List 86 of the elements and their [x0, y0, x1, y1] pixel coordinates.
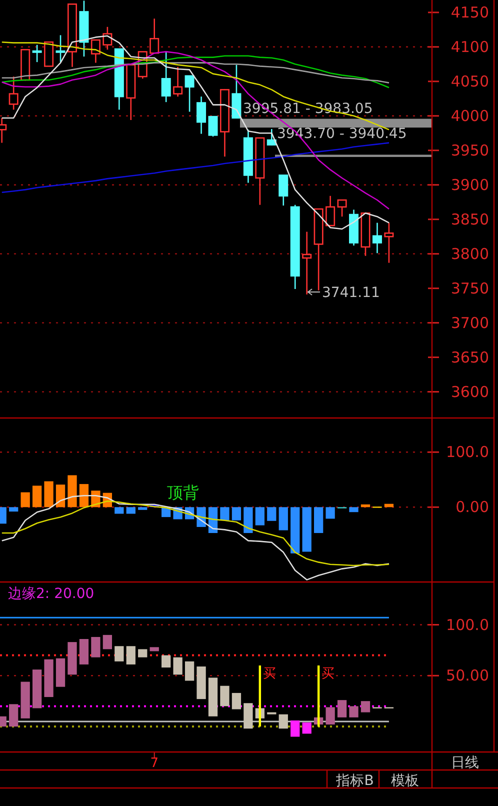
bar [56, 484, 66, 508]
bar [56, 658, 66, 687]
line-series [1, 62, 390, 84]
bar [138, 649, 148, 658]
candlestick [79, 0, 89, 58]
bar [349, 507, 358, 512]
bar [302, 722, 312, 734]
bar [302, 507, 312, 552]
bar [267, 507, 276, 521]
bar [278, 507, 288, 530]
bar [314, 507, 324, 534]
y-tick-label: 3900 [450, 176, 489, 194]
bar [184, 661, 194, 681]
text: 模板 [391, 773, 419, 789]
candlestick [196, 96, 206, 134]
y-tick-label: 0.00 [456, 498, 489, 516]
y-tick-label: 4100 [450, 38, 489, 56]
bar [68, 475, 77, 508]
chart-title: 边缘2: 20.00 [8, 586, 94, 602]
bar [79, 639, 89, 664]
text: 日线 [451, 755, 479, 771]
line-series [1, 55, 390, 88]
bar [126, 646, 136, 664]
bar [102, 634, 112, 650]
line-series [1, 142, 390, 194]
bar [196, 666, 206, 700]
bar [258, 665, 262, 727]
bar [337, 700, 347, 718]
text: 指标B [335, 773, 374, 789]
y-tick-label: 100.0 [446, 443, 489, 462]
y-tick-label: 3850 [450, 210, 489, 228]
bar [9, 507, 18, 512]
bar [150, 647, 159, 652]
bar [232, 507, 242, 520]
bar [114, 646, 124, 662]
bar [278, 714, 288, 729]
bar [68, 642, 77, 675]
bar [173, 657, 182, 675]
bar [326, 707, 335, 725]
bar [79, 484, 89, 508]
bar [244, 703, 253, 729]
y-tick-label: 4150 [450, 3, 489, 22]
bar [244, 507, 253, 534]
y-tick-label: 100.0 [446, 616, 489, 634]
bar [114, 507, 124, 514]
bar [126, 507, 136, 514]
bar [290, 507, 300, 554]
bar [162, 655, 171, 668]
y-tick-label: 4050 [450, 72, 489, 90]
bar [326, 507, 335, 519]
line-series [1, 500, 390, 566]
y-tick-label: 3950 [450, 141, 489, 160]
y-tick-label: 3800 [450, 244, 489, 263]
candlestick [56, 34, 66, 63]
bar [220, 507, 230, 520]
bar [91, 636, 100, 658]
bar [20, 492, 30, 508]
bar [9, 704, 18, 727]
bar [290, 720, 300, 737]
annotation: 顶背 [167, 483, 199, 502]
bar [349, 706, 358, 718]
data-label: 买 [322, 666, 335, 682]
bar [208, 678, 218, 716]
y-tick-label: 50.00 [446, 666, 489, 685]
y-tick-label: 3700 [450, 314, 489, 332]
bar [32, 670, 42, 708]
y-tick-label: 3750 [450, 279, 489, 298]
candlestick [372, 222, 382, 254]
bar [360, 701, 370, 712]
annotation: 3741.11 [322, 285, 380, 301]
y-tick-label: 3650 [450, 348, 489, 366]
bar [220, 686, 230, 706]
candlestick [384, 222, 394, 264]
bar [44, 659, 54, 698]
candlestick [302, 231, 312, 296]
data-label: 买 [262, 666, 276, 682]
bar [232, 692, 242, 710]
bar [20, 682, 30, 718]
y-tick-label: 4000 [450, 106, 489, 125]
x-tick-label: 7 [150, 756, 158, 771]
bar [32, 486, 42, 508]
bar [255, 507, 264, 526]
y-tick-label: 3600 [450, 382, 489, 401]
bar [44, 481, 54, 508]
bar [317, 665, 320, 727]
bar [138, 507, 148, 510]
